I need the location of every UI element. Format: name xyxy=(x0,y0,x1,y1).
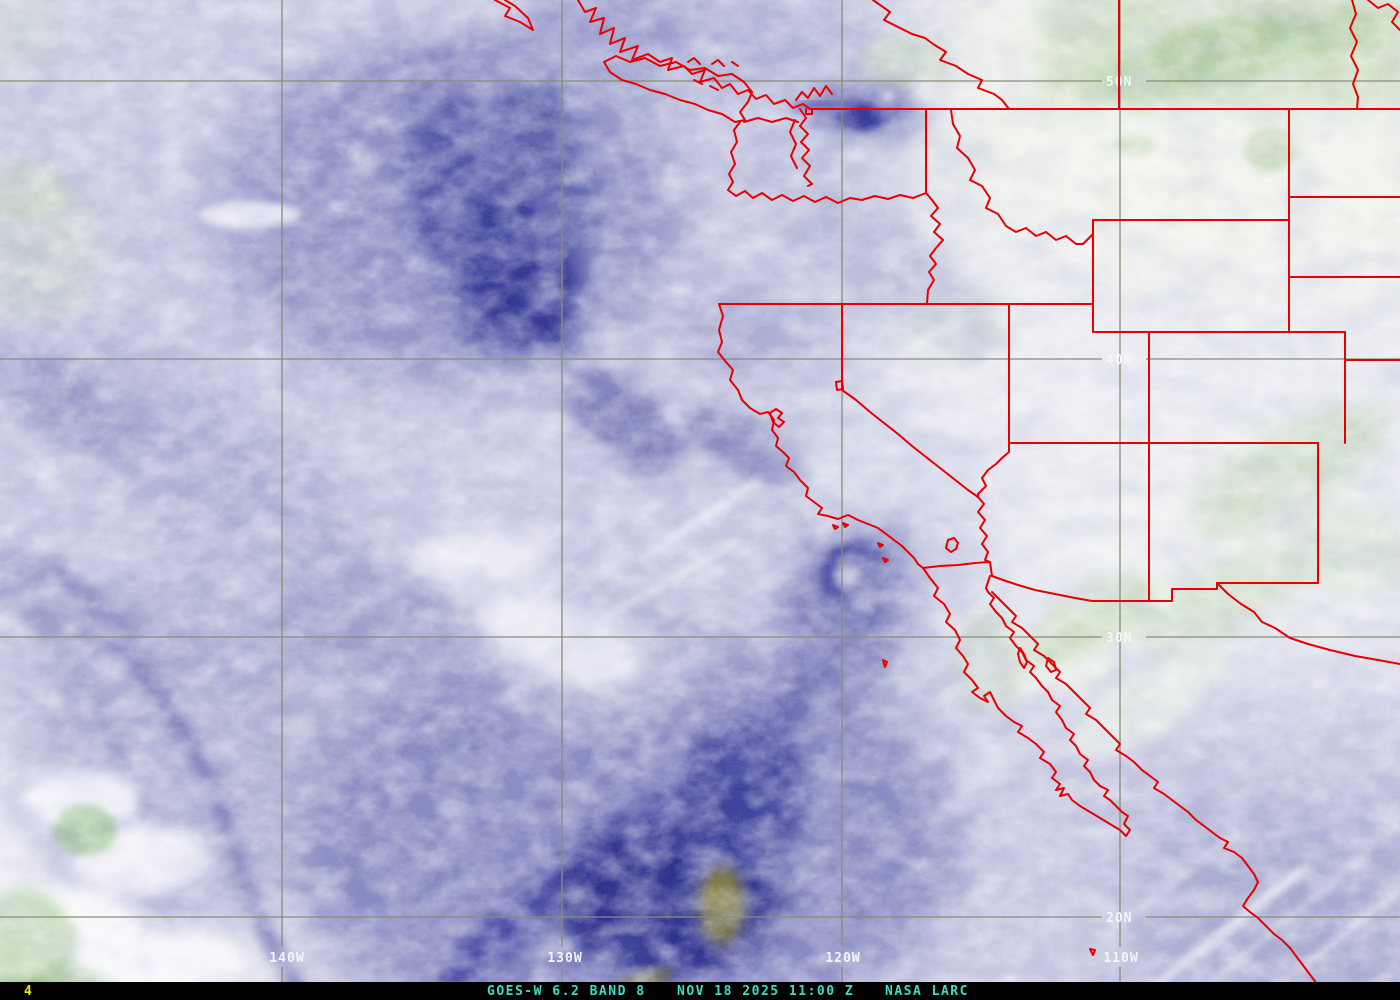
channel-islands xyxy=(832,522,889,563)
credit-label: NASA LARC xyxy=(885,984,969,999)
rio-grande-border xyxy=(1216,582,1400,665)
mexico-mainland-coastline xyxy=(991,591,1317,982)
salton-sea xyxy=(945,537,959,553)
timestamp-label: NOV 18 2025 11:00 Z xyxy=(677,984,855,999)
offshore-islands xyxy=(882,659,1096,956)
state-borders-northwest xyxy=(718,109,1094,305)
california-nevada-border xyxy=(835,303,979,498)
lon-label-110w: 110W xyxy=(1103,951,1138,966)
vancouver-island xyxy=(603,55,753,123)
baja-california-coastline xyxy=(922,567,1131,837)
state-borders-mountain-west xyxy=(1008,108,1400,602)
frame-number: 4 xyxy=(24,984,34,999)
map-borders-overlay xyxy=(494,0,1400,982)
lat-label-40n: 40N xyxy=(1106,353,1132,368)
columbia-river-border xyxy=(727,189,927,204)
gulf-islands xyxy=(1017,647,1057,673)
colorado-river-border xyxy=(977,442,1010,563)
lon-label-140w: 140W xyxy=(269,951,304,966)
product-label: GOES-W 6.2 BAND 8 xyxy=(487,984,646,999)
california-coastline xyxy=(717,303,924,569)
washington-coast-puget-sound xyxy=(727,108,813,191)
canada-coastline xyxy=(494,0,833,115)
canada-province-borders xyxy=(1118,0,1400,110)
lat-label-20n: 20N xyxy=(1106,911,1132,926)
lon-label-120w: 120W xyxy=(825,951,860,966)
status-bar: 4 GOES-W 6.2 BAND 8 NOV 18 2025 11:00 Z … xyxy=(0,982,1400,1000)
us-mexico-border xyxy=(922,561,1218,602)
grid-labels: 140W 130W 120W 110W 50N 40N 30N 20N xyxy=(269,75,1138,966)
lon-label-130w: 130W xyxy=(547,951,582,966)
lat-label-30n: 30N xyxy=(1106,631,1132,646)
bc-alberta-border xyxy=(872,0,1010,110)
